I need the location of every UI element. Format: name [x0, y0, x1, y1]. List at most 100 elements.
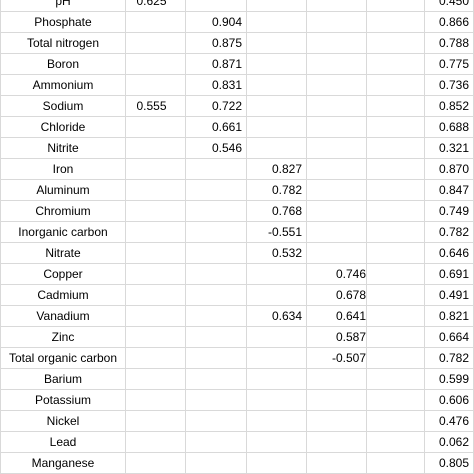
loading-cell: [125, 431, 186, 453]
loading-cell: [246, 95, 307, 117]
loading-cell: -0.507: [306, 347, 367, 369]
loading-cell: [125, 368, 186, 390]
loading-cell: 0.476: [424, 410, 474, 432]
loading-cell: [185, 389, 247, 411]
loading-cell: 0.847: [424, 179, 474, 201]
loading-cell: 0.805: [424, 452, 474, 474]
loading-cell: [246, 53, 307, 75]
table-row: Chromium 0.768 0.749: [0, 200, 474, 222]
loading-cell: 0.634: [246, 305, 307, 327]
loading-cell: [185, 284, 247, 306]
loading-cell: [366, 116, 425, 138]
loading-cell: [246, 284, 307, 306]
table-row: Vanadium 0.634 0.641 0.821: [0, 305, 474, 327]
table-row: Zinc 0.587 0.664: [0, 326, 474, 348]
loading-cell: 0.661: [185, 116, 247, 138]
table-row: Nickel 0.476: [0, 410, 474, 432]
loading-cell: [185, 263, 247, 285]
loading-cell: [306, 0, 367, 12]
variable-name-cell: Lead: [0, 431, 126, 453]
loading-cell: [306, 410, 367, 432]
loading-cell: [125, 137, 186, 159]
loading-cell: 0.646: [424, 242, 474, 264]
loading-cell: 0.852: [424, 95, 474, 117]
loading-cell: [306, 95, 367, 117]
loading-cell: [306, 242, 367, 264]
loading-cell: [125, 452, 186, 474]
loading-cell: [185, 431, 247, 453]
loading-cell: 0.606: [424, 389, 474, 411]
loading-cell: 0.870: [424, 158, 474, 180]
loading-cell: [366, 179, 425, 201]
loading-cell: [246, 116, 307, 138]
loading-cell: [306, 11, 367, 33]
table-row: Total nitrogen 0.875 0.788: [0, 32, 474, 54]
loading-cell: 0.831: [185, 74, 247, 96]
loading-cell: [185, 179, 247, 201]
loading-cell: [246, 326, 307, 348]
loading-cell: [306, 200, 367, 222]
variable-name-cell: Zinc: [0, 326, 126, 348]
loading-cell: [366, 53, 425, 75]
loading-cell: 0.546: [185, 137, 247, 159]
loading-cell: [185, 158, 247, 180]
loading-cell: 0.664: [424, 326, 474, 348]
loading-cell: [125, 389, 186, 411]
loading-cell: 0.827: [246, 158, 307, 180]
loading-cell: [306, 158, 367, 180]
loading-cell: [366, 284, 425, 306]
loading-cell: [125, 179, 186, 201]
loading-cell: [246, 431, 307, 453]
loading-cell: [366, 389, 425, 411]
loading-cell: [246, 410, 307, 432]
loading-cell: 0.599: [424, 368, 474, 390]
table-row: Phosphate 0.904 0.866: [0, 11, 474, 33]
loading-cell: [125, 242, 186, 264]
variable-name-cell: pH: [0, 0, 126, 12]
variable-name-cell: Iron: [0, 158, 126, 180]
loading-cell: [125, 305, 186, 327]
loading-cell: [246, 11, 307, 33]
table-row: Barium 0.599: [0, 368, 474, 390]
loading-cell: [125, 410, 186, 432]
table-row: Nitrite 0.546 0.321: [0, 137, 474, 159]
loading-cell: [185, 0, 247, 12]
loading-cell: 0.691: [424, 263, 474, 285]
loading-cell: 0.532: [246, 242, 307, 264]
loading-cell: [366, 158, 425, 180]
table-row: Lead 0.062: [0, 431, 474, 453]
loading-cell: 0.768: [246, 200, 307, 222]
loading-cell: [185, 368, 247, 390]
loading-cell: 0.491: [424, 284, 474, 306]
variable-name-cell: Nitrite: [0, 137, 126, 159]
loading-cell: [366, 0, 425, 12]
variable-name-cell: Nitrate: [0, 242, 126, 264]
table-row: Chloride 0.661 0.688: [0, 116, 474, 138]
variable-name-cell: Vanadium: [0, 305, 126, 327]
loading-cell: [125, 326, 186, 348]
variable-name-cell: Aluminum: [0, 179, 126, 201]
table-row: Potassium 0.606: [0, 389, 474, 411]
loading-cell: [306, 179, 367, 201]
loading-cell: [125, 53, 186, 75]
loading-cell: [306, 116, 367, 138]
variable-name-cell: Cadmium: [0, 284, 126, 306]
loading-cell: [366, 326, 425, 348]
loading-cell: [366, 32, 425, 54]
loading-cell: 0.450: [424, 0, 474, 12]
loading-cell: 0.782: [424, 221, 474, 243]
loading-cell: [125, 284, 186, 306]
loading-cell: [246, 74, 307, 96]
loading-cell: [366, 410, 425, 432]
loading-cell: [366, 431, 425, 453]
loading-cell: [366, 242, 425, 264]
loading-cell: [366, 74, 425, 96]
variable-name-cell: Inorganic carbon: [0, 221, 126, 243]
table-row: Manganese 0.805: [0, 452, 474, 474]
loading-cell: [306, 137, 367, 159]
loading-cell: [246, 137, 307, 159]
loading-cell: 0.641: [306, 305, 367, 327]
loading-cell: 0.062: [424, 431, 474, 453]
loading-cell: [185, 347, 247, 369]
loading-cell: [125, 200, 186, 222]
